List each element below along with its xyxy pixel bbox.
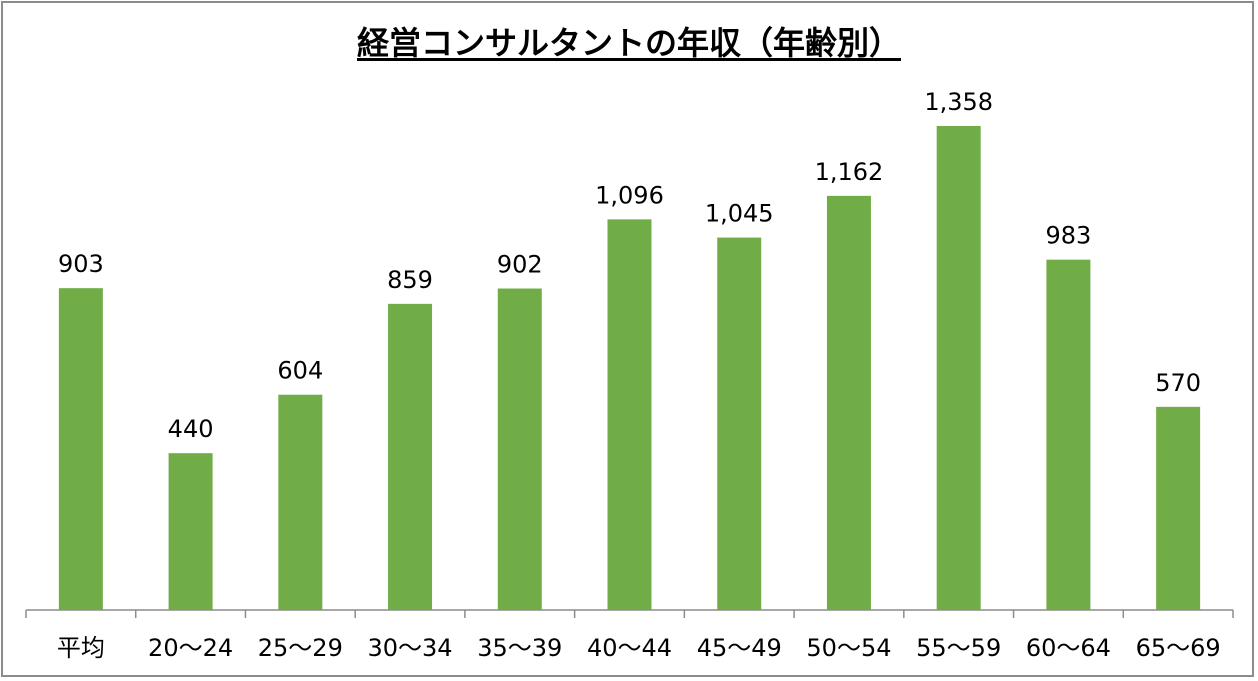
bar	[1046, 259, 1091, 610]
x-tick-label: 平均	[57, 634, 105, 662]
bar	[497, 288, 542, 610]
x-tick-label: 35〜39	[477, 634, 562, 662]
bar	[936, 126, 981, 610]
bar	[168, 453, 213, 610]
x-tick-label: 40〜44	[587, 634, 672, 662]
bar	[58, 288, 103, 610]
data-label: 902	[497, 251, 543, 279]
x-tick-label: 55〜59	[916, 634, 1001, 662]
data-label: 903	[58, 250, 104, 278]
data-label: 604	[277, 357, 323, 385]
bar	[607, 219, 652, 611]
bar	[717, 237, 762, 610]
data-label: 440	[168, 415, 214, 443]
data-label: 1,096	[595, 181, 664, 209]
data-label: 1,162	[815, 158, 884, 186]
x-tick-label: 65〜69	[1136, 634, 1221, 662]
x-tick-label: 45〜49	[697, 634, 782, 662]
bar	[1156, 406, 1201, 610]
data-label: 1,358	[924, 88, 993, 116]
x-tick-label: 20〜24	[148, 634, 233, 662]
x-tick-label: 60〜64	[1026, 634, 1111, 662]
x-tick-label: 25〜29	[258, 634, 343, 662]
bar	[278, 394, 323, 610]
data-label: 859	[387, 266, 433, 294]
x-tick-label: 50〜54	[806, 634, 891, 662]
data-label: 983	[1046, 222, 1092, 250]
bar	[826, 195, 871, 611]
chart-title: 経営コンサルタントの年収（年齢別）	[356, 24, 901, 62]
x-tick-label: 30〜34	[368, 634, 453, 662]
data-label: 1,045	[705, 200, 774, 228]
bar	[388, 303, 433, 610]
data-label: 570	[1155, 369, 1201, 397]
